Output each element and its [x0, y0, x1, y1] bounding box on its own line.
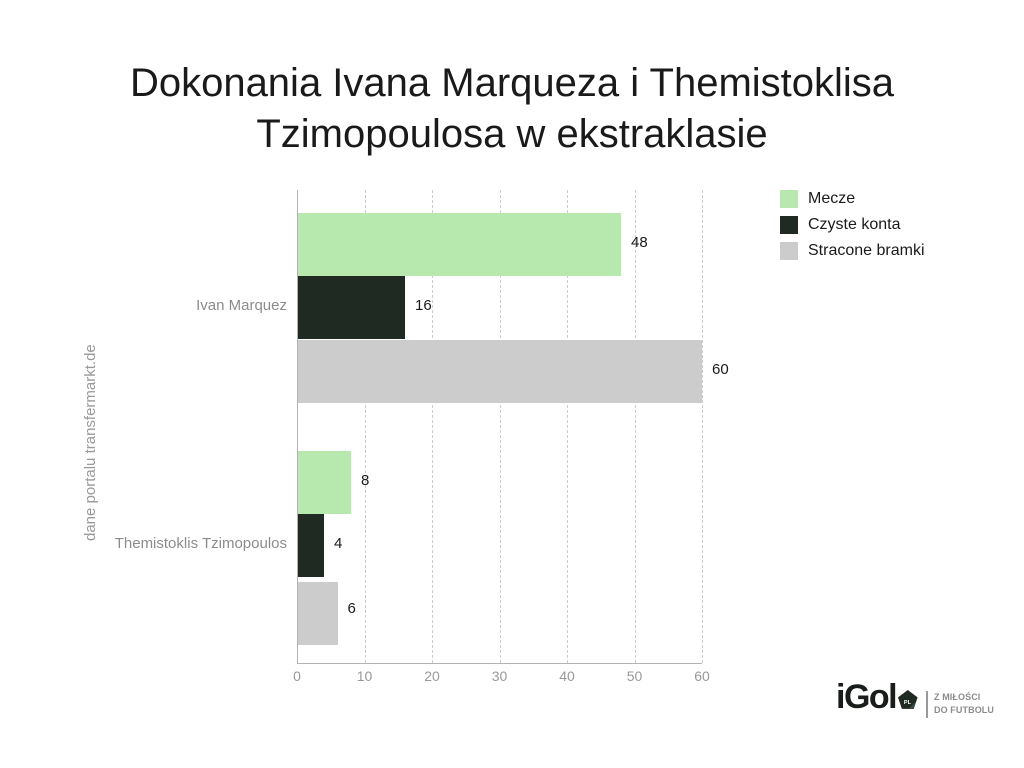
svg-text:PL: PL [904, 700, 912, 706]
